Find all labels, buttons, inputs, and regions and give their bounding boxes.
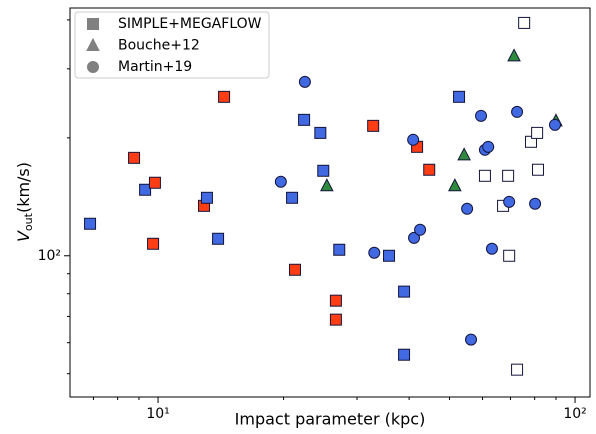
data-point — [414, 223, 427, 236]
y-axis-label: Vout(km/s) — [14, 162, 36, 242]
data-point — [448, 178, 462, 192]
data-point — [212, 232, 225, 245]
data-point — [408, 231, 421, 244]
data-point — [461, 202, 474, 215]
data-point — [218, 90, 231, 103]
data-point — [453, 90, 466, 103]
data-point — [503, 195, 516, 208]
data-point — [518, 16, 531, 29]
data-point — [529, 197, 542, 210]
data-point — [286, 191, 299, 204]
data-point — [317, 164, 330, 177]
y-label-subscript: out — [22, 212, 35, 231]
data-point — [423, 163, 436, 176]
data-point — [298, 113, 311, 126]
data-point — [298, 75, 311, 88]
data-point — [502, 169, 515, 182]
x-tick-label: 10² — [563, 406, 586, 422]
data-point — [288, 263, 301, 276]
data-point — [457, 147, 471, 161]
data-point — [314, 126, 327, 139]
plot-frame — [69, 7, 591, 398]
legend-marker — [87, 61, 99, 73]
data-point — [147, 237, 160, 250]
data-point — [329, 313, 342, 326]
data-point — [398, 348, 411, 361]
legend-box — [74, 11, 270, 79]
x-tick-label: 10¹ — [146, 406, 169, 422]
data-point — [503, 249, 516, 262]
data-point — [274, 175, 287, 188]
legend-marker — [86, 37, 100, 51]
data-point — [398, 285, 411, 298]
data-point — [367, 119, 380, 132]
data-point — [139, 183, 152, 196]
data-point — [531, 126, 544, 139]
legend-label: Bouche+12 — [118, 38, 200, 54]
data-point — [148, 176, 161, 189]
data-point — [511, 105, 524, 118]
x-axis-label: Impact parameter (kpc) — [235, 410, 426, 429]
legend-marker — [87, 18, 99, 30]
data-point — [475, 109, 488, 122]
data-point — [548, 118, 561, 131]
data-point — [128, 151, 141, 164]
y-tick-label: 10² — [38, 248, 61, 264]
data-point — [507, 48, 521, 62]
data-point — [482, 140, 495, 153]
data-point — [329, 294, 342, 307]
data-point — [333, 243, 346, 256]
data-point — [320, 178, 334, 192]
data-point — [524, 135, 537, 148]
data-point — [383, 249, 396, 262]
data-point — [465, 333, 478, 346]
data-point — [407, 133, 420, 146]
data-point — [84, 217, 97, 230]
data-point — [532, 163, 545, 176]
data-point — [200, 191, 213, 204]
legend-label: Martin+19 — [118, 59, 192, 75]
legend-label: SIMPLE+MEGAFLOW — [118, 16, 262, 32]
data-point — [478, 169, 491, 182]
data-point — [485, 242, 498, 255]
data-point — [368, 246, 381, 259]
y-label-symbol: V — [14, 230, 33, 242]
data-point — [511, 363, 524, 376]
y-label-unit: (km/s) — [14, 162, 33, 213]
